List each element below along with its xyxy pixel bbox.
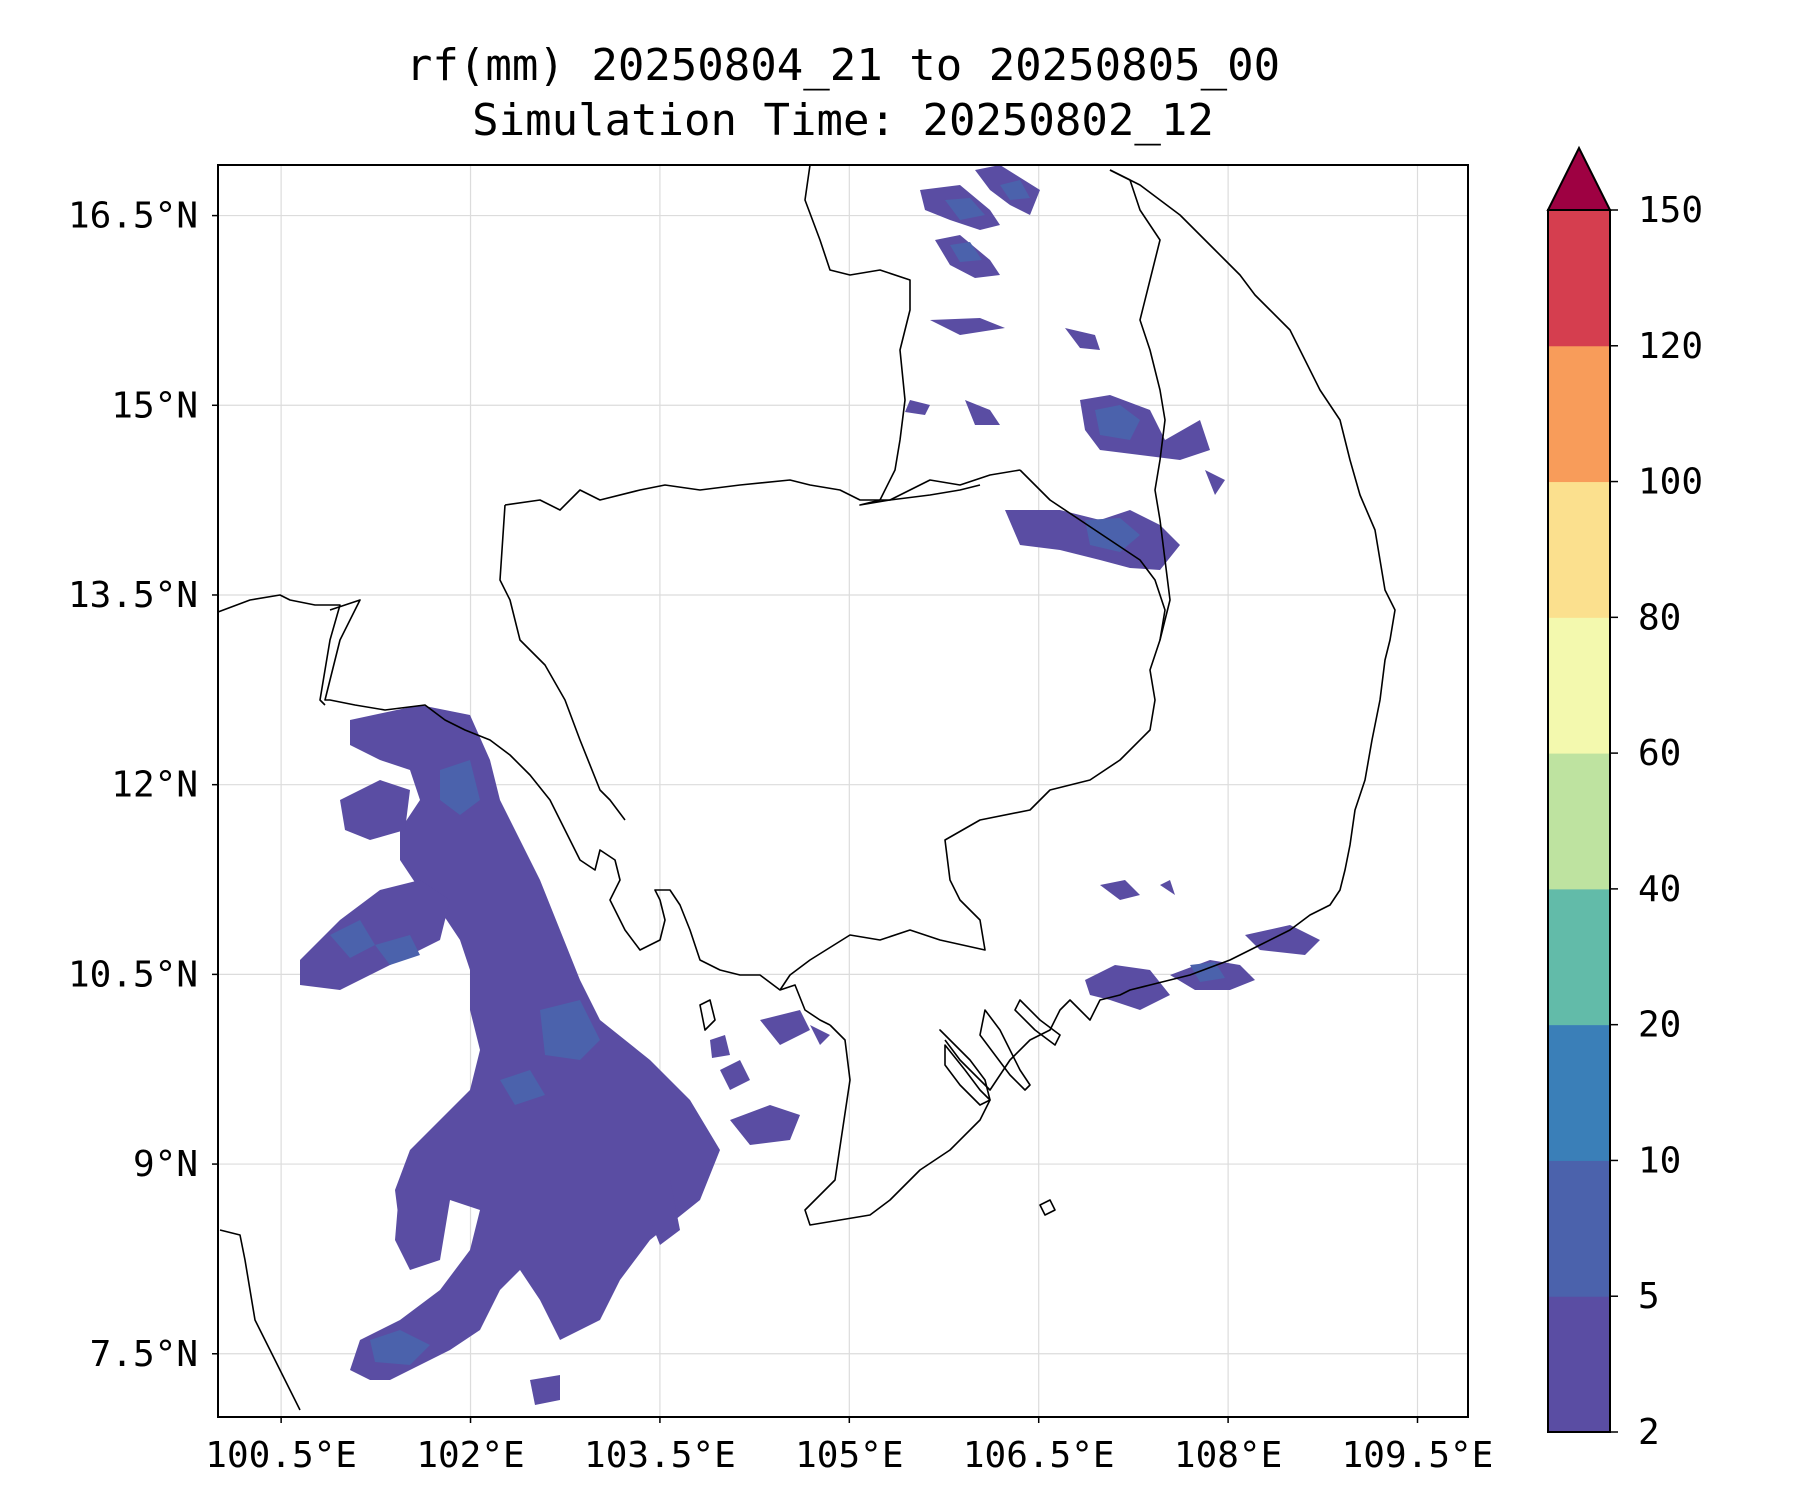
coastline-mekong-delta [944,169,1396,1091]
rain-core-north-1 [1095,405,1140,440]
rain-area-south-7 [650,1180,680,1245]
y-tick-label: 7.5°N [90,1334,198,1375]
rain-area-south-5 [720,1060,750,1090]
colorbar-label: 40 [1638,869,1681,910]
x-tick-label: 105°E [795,1435,903,1476]
rain-core-west-1 [330,920,375,958]
colorbar-segment [1548,481,1610,618]
rain-area-south-3 [760,1010,810,1045]
coastline-thailand-east [324,599,831,1026]
colorbar-label: 60 [1638,733,1681,774]
geography-lines [217,164,1396,1411]
rainfall-contours [300,165,1320,1405]
colorbar-label: 150 [1638,190,1703,231]
rain-core-north-5 [950,242,982,262]
border-laos-vietnam-east [1109,169,1171,641]
y-tick-label: 10.5°N [68,954,198,995]
map-title-line2: Simulation Time: 20250802_12 [472,95,1214,146]
colorbar-label: 5 [1638,1276,1660,1317]
y-tick-label: 13.5°N [68,575,198,616]
border-cambodia-vietnam [779,469,1166,991]
rain-area-gulf-west2 [340,780,410,840]
coastline-delta-inner-1 [979,1009,1031,1091]
rain-core-north-3 [945,198,985,220]
y-tick-label: 9°N [133,1144,198,1185]
rain-core-south-1 [500,1070,545,1105]
colorbar-segment [1548,345,1610,483]
colorbar-frame [1547,209,1611,1433]
x-tick-label: 106.5°E [963,1435,1115,1476]
colorbar: 2 5 10 20 40 60 80 100 120 150 [1546,145,1703,1453]
coastline-island-condao [1039,1199,1056,1216]
rain-core-gulf-2 [540,1000,600,1060]
rain-core-west-2 [375,935,420,965]
plot-frame [217,164,1469,1418]
coastline-island-phuquoc [699,999,716,1031]
x-tick-label: 108°E [1174,1435,1282,1476]
y-tick-label: 15°N [111,385,198,426]
rain-core-gulf-1 [440,760,480,815]
colorbar-label: 100 [1638,462,1703,503]
colorbar-extend-arrow [1546,145,1612,211]
coastline-delta-inner-2 [944,1044,991,1106]
rain-area-north-10 [905,400,930,415]
rain-area-south-2 [730,1105,800,1145]
map-title-line1: rf(mm) 20250804_21 to 20250805_00 [406,40,1280,91]
rain-area-south-4 [530,1375,560,1405]
rain-area-gulf-west [300,880,450,990]
x-tick-label: 100.5°E [205,1435,357,1476]
rain-area-north-9 [1205,470,1225,495]
border-thailand-cambodia [217,504,626,821]
border-cambodia-laos [504,469,1021,511]
rain-area-se-3 [1245,925,1320,955]
plot-area [217,164,1469,1418]
y-tick-label: 16.5°N [68,196,198,237]
y-axis-ticks: 7.5°N 9°N 10.5°N 12°N 13.5°N 15°N 16.5°N [68,196,218,1375]
rain-core-north-2 [1085,518,1140,552]
x-axis-ticks: 100.5°E 102°E 103.5°E 105°E 106.5°E 108°E 109.… [205,1417,1493,1476]
rain-core-north-4 [1000,180,1030,200]
x-tick-label: 103.5°E [584,1435,736,1476]
coastline-gulf-east [804,1024,991,1226]
colorbar-segment [1548,617,1610,754]
y-tick-label: 12°N [111,765,198,806]
border-laos-vietnam [804,164,981,506]
rain-core-se-1 [1190,962,1225,982]
colorbar-segment [1548,753,1610,890]
rain-core-gulf-3 [370,1330,430,1365]
colorbar-segment [1548,888,1610,1026]
colorbar-segment [1548,1024,1610,1161]
rain-area-se-5 [1160,880,1175,895]
rain-area-south-8 [810,1025,830,1045]
rain-area-south-1 [395,1160,450,1270]
colorbar-label: 80 [1638,597,1681,638]
rain-area-north-5 [1065,328,1100,350]
coastline-delta-inner-3 [1014,999,1061,1046]
colorbar-segment [1548,1160,1610,1297]
x-tick-label: 102°E [416,1435,524,1476]
rain-area-gulf-band [350,705,720,1380]
colorbar-label: 10 [1638,1140,1681,1181]
colorbar-label: 20 [1638,1005,1681,1046]
colorbar-label: 2 [1638,1412,1660,1453]
rain-area-south-6 [710,1035,730,1058]
colorbar-segment [1548,210,1610,347]
colorbar-label: 120 [1638,326,1703,367]
colorbar-segment [1548,1296,1610,1433]
rain-area-north-4 [930,318,1005,335]
rain-area-se-4 [1100,880,1140,900]
x-tick-label: 109.5°E [1342,1435,1494,1476]
coastline-malay-peninsula [219,1229,301,1411]
rain-area-north-8 [965,400,1000,425]
